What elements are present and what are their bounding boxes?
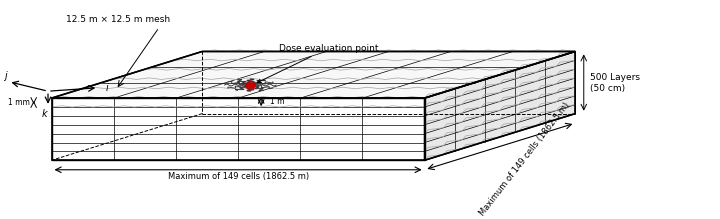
Text: Maximum of 149 cells (1862.5 m): Maximum of 149 cells (1862.5 m) [478,100,572,217]
Text: Maximum of 149 cells (1862.5 m): Maximum of 149 cells (1862.5 m) [168,171,309,180]
Text: Dose evaluation point: Dose evaluation point [258,44,379,83]
Text: 12.5 m × 12.5 m mesh: 12.5 m × 12.5 m mesh [66,15,170,24]
Polygon shape [425,51,575,160]
Text: j: j [4,71,6,81]
Polygon shape [52,51,575,98]
Text: 1 mm: 1 mm [8,98,30,107]
Text: 500 Layers
(50 cm): 500 Layers (50 cm) [590,72,639,93]
Polygon shape [52,98,425,160]
Text: 1 m: 1 m [270,97,284,106]
Text: k: k [42,109,48,119]
Text: i: i [105,83,108,93]
